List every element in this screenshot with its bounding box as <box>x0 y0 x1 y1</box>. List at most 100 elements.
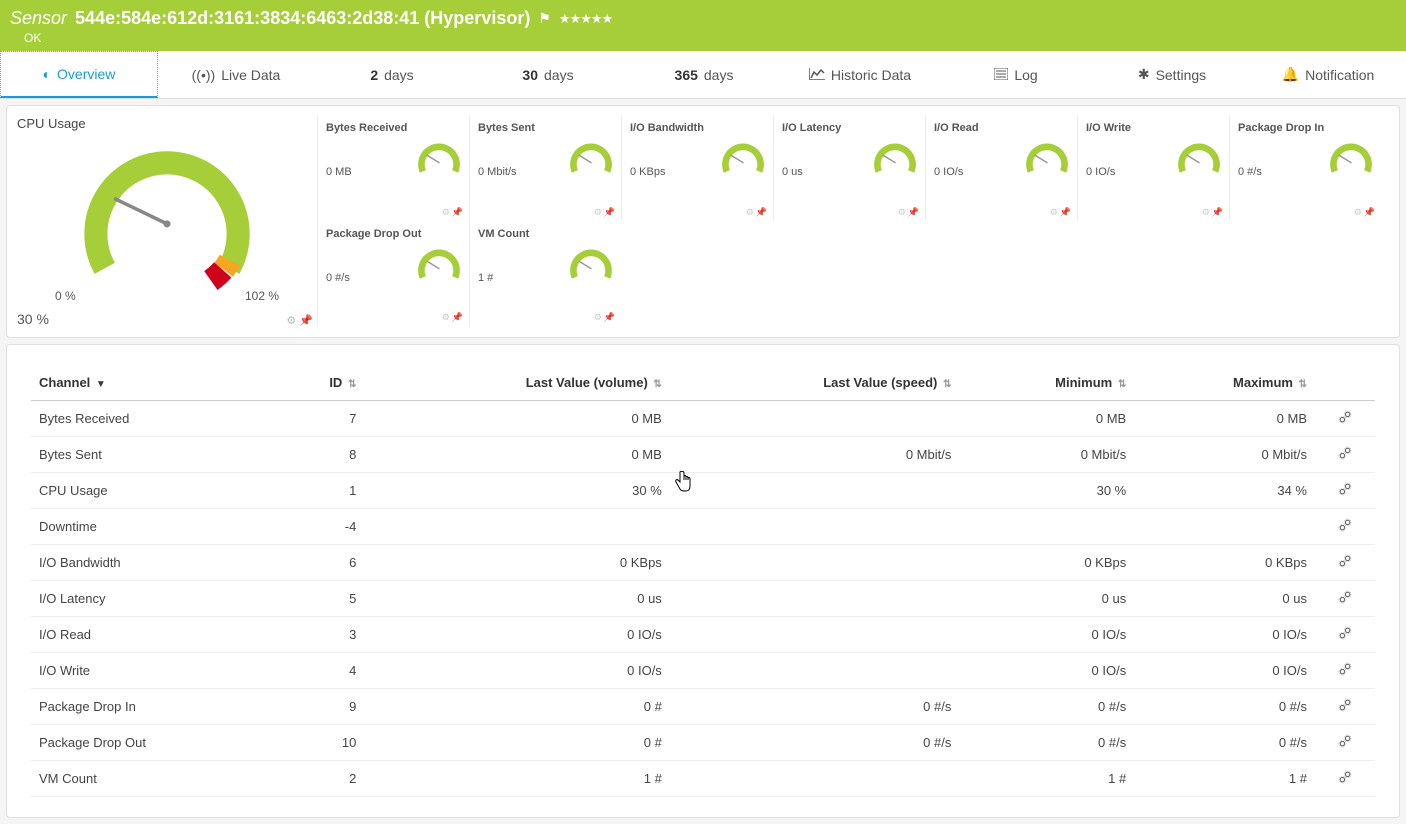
row-settings-button[interactable] <box>1315 545 1375 581</box>
mini-gauge-controls[interactable]: ⚙📌 <box>594 312 615 323</box>
row-settings-button[interactable] <box>1315 509 1375 545</box>
cell-speed: 0 Mbit/s <box>670 437 960 473</box>
mini-gauge[interactable]: I/O Latency 0 us ⚙📌 <box>773 116 925 222</box>
row-settings-button[interactable] <box>1315 689 1375 725</box>
table-row[interactable]: VM Count 2 1 # 1 # 1 # <box>31 761 1375 797</box>
cell-channel: Package Drop In <box>31 689 278 725</box>
mini-gauge-controls[interactable]: ⚙📌 <box>594 207 615 218</box>
row-settings-button[interactable] <box>1315 617 1375 653</box>
gauge-chart <box>77 135 257 295</box>
mini-gauge-value: 1 # <box>478 272 493 284</box>
cell-volume: 0 KBps <box>364 545 669 581</box>
row-settings-button[interactable] <box>1315 725 1375 761</box>
mini-gauge-controls[interactable]: ⚙📌 <box>1050 207 1071 218</box>
pin-icon: 📌 <box>604 207 615 218</box>
mini-gauge-controls[interactable]: ⚙📌 <box>1354 207 1375 218</box>
status-badge: OK <box>24 31 1396 45</box>
table-row[interactable]: I/O Bandwidth 6 0 KBps 0 KBps 0 KBps <box>31 545 1375 581</box>
cell-id: 8 <box>278 437 364 473</box>
mini-gauge-controls[interactable]: ⚙📌 <box>746 207 767 218</box>
cell-min: 0 Mbit/s <box>959 437 1134 473</box>
table-row[interactable]: I/O Latency 5 0 us 0 us 0 us <box>31 581 1375 617</box>
table-row[interactable]: Package Drop Out 10 0 # 0 #/s 0 #/s 0 #/… <box>31 725 1375 761</box>
col-max[interactable]: Maximum ⇅ <box>1134 365 1315 401</box>
mini-gauge-controls[interactable]: ⚙📌 <box>898 207 919 218</box>
col-min[interactable]: Minimum ⇅ <box>959 365 1134 401</box>
tab-365days[interactable]: 365 days <box>626 51 782 98</box>
col-volume[interactable]: Last Value (volume) ⇅ <box>364 365 669 401</box>
mini-gauge[interactable]: Package Drop Out 0 #/s ⚙📌 <box>317 222 469 328</box>
mini-gauge-controls[interactable]: ⚙📌 <box>442 312 463 323</box>
mini-gauge-value: 0 #/s <box>1238 166 1262 178</box>
table-row[interactable]: I/O Write 4 0 IO/s 0 IO/s 0 IO/s <box>31 653 1375 689</box>
table-row[interactable]: Bytes Sent 8 0 MB 0 Mbit/s 0 Mbit/s 0 Mb… <box>31 437 1375 473</box>
mini-gauge-title: Package Drop In <box>1238 122 1373 134</box>
pin-icon: 📌 <box>1212 207 1223 218</box>
pin-icon: 📌 <box>1060 207 1071 218</box>
table-row[interactable]: Bytes Received 7 0 MB 0 MB 0 MB <box>31 401 1375 437</box>
mini-gauge[interactable]: Package Drop In 0 #/s ⚙📌 <box>1229 116 1381 222</box>
tab-settings[interactable]: ✱ Settings <box>1094 51 1250 98</box>
tab-historic[interactable]: Historic Data <box>782 51 938 98</box>
table-row[interactable]: Downtime -4 <box>31 509 1375 545</box>
gear-icon: ⚙ <box>746 207 754 218</box>
row-settings-button[interactable] <box>1315 437 1375 473</box>
mini-gauge-controls[interactable]: ⚙📌 <box>1202 207 1223 218</box>
mini-gauge-chart <box>569 140 613 178</box>
row-settings-button[interactable] <box>1315 581 1375 617</box>
col-channel[interactable]: Channel ▼ <box>31 365 278 401</box>
tab-log[interactable]: Log <box>938 51 1094 98</box>
cell-max <box>1134 509 1315 545</box>
flag-icon[interactable]: ⚑ <box>538 10 551 27</box>
chart-icon <box>809 67 825 83</box>
mini-gauge[interactable]: VM Count 1 # ⚙📌 <box>469 222 621 328</box>
mini-gauge-value: 0 us <box>782 166 803 178</box>
mini-gauge-title: I/O Latency <box>782 122 917 134</box>
tab-notifications[interactable]: 🔔 Notification <box>1250 51 1406 98</box>
broadcast-icon: ((•)) <box>192 67 216 83</box>
col-speed[interactable]: Last Value (speed) ⇅ <box>670 365 960 401</box>
main-gauge[interactable]: CPU Usage 0 % 102 % 30 % ⚙ 📌 <box>17 116 317 327</box>
table-row[interactable]: I/O Read 3 0 IO/s 0 IO/s 0 IO/s <box>31 617 1375 653</box>
cell-min: 0 MB <box>959 401 1134 437</box>
mini-gauge-controls[interactable]: ⚙📌 <box>442 207 463 218</box>
row-settings-button[interactable] <box>1315 653 1375 689</box>
priority-stars[interactable]: ★★★★★ <box>559 11 612 27</box>
cell-max: 34 % <box>1134 473 1315 509</box>
gauge-controls[interactable]: ⚙ 📌 <box>286 314 313 327</box>
tab-overview[interactable]: ◐ Overview <box>0 51 158 98</box>
col-id[interactable]: ID ⇅ <box>278 365 364 401</box>
tab-live-data[interactable]: ((•)) Live Data <box>158 51 314 98</box>
gear-icon: ⚙ <box>442 207 450 218</box>
tab-30days[interactable]: 30 days <box>470 51 626 98</box>
cell-channel: I/O Latency <box>31 581 278 617</box>
pin-icon: 📌 <box>604 312 615 323</box>
mini-gauge-value: 0 #/s <box>326 272 350 284</box>
cell-max: 0 IO/s <box>1134 617 1315 653</box>
cell-id: 1 <box>278 473 364 509</box>
row-settings-button[interactable] <box>1315 761 1375 797</box>
mini-gauge[interactable]: Bytes Received 0 MB ⚙📌 <box>317 116 469 222</box>
bell-icon: 🔔 <box>1282 66 1299 83</box>
cell-volume: 0 us <box>364 581 669 617</box>
mini-gauge[interactable]: Bytes Sent 0 Mbit/s ⚙📌 <box>469 116 621 222</box>
mini-gauge[interactable]: I/O Write 0 IO/s ⚙📌 <box>1077 116 1229 222</box>
sensor-label: Sensor <box>10 8 67 29</box>
cell-speed <box>670 401 960 437</box>
mini-gauge[interactable]: I/O Read 0 IO/s ⚙📌 <box>925 116 1077 222</box>
table-row[interactable]: CPU Usage 1 30 % 30 % 34 % <box>31 473 1375 509</box>
cell-speed <box>670 761 960 797</box>
table-row[interactable]: Package Drop In 9 0 # 0 #/s 0 #/s 0 #/s <box>31 689 1375 725</box>
tab-2days[interactable]: 2 days <box>314 51 470 98</box>
gear-icon[interactable]: ⚙ <box>286 314 296 327</box>
mini-gauge-chart <box>569 246 613 284</box>
gear-icon: ⚙ <box>594 312 602 323</box>
row-settings-button[interactable] <box>1315 473 1375 509</box>
cell-speed <box>670 653 960 689</box>
pin-icon[interactable]: 📌 <box>299 314 313 327</box>
cell-max: 0 us <box>1134 581 1315 617</box>
mini-gauge-chart <box>873 140 917 178</box>
row-settings-button[interactable] <box>1315 401 1375 437</box>
mini-gauge[interactable]: I/O Bandwidth 0 KBps ⚙📌 <box>621 116 773 222</box>
cell-volume: 0 MB <box>364 401 669 437</box>
